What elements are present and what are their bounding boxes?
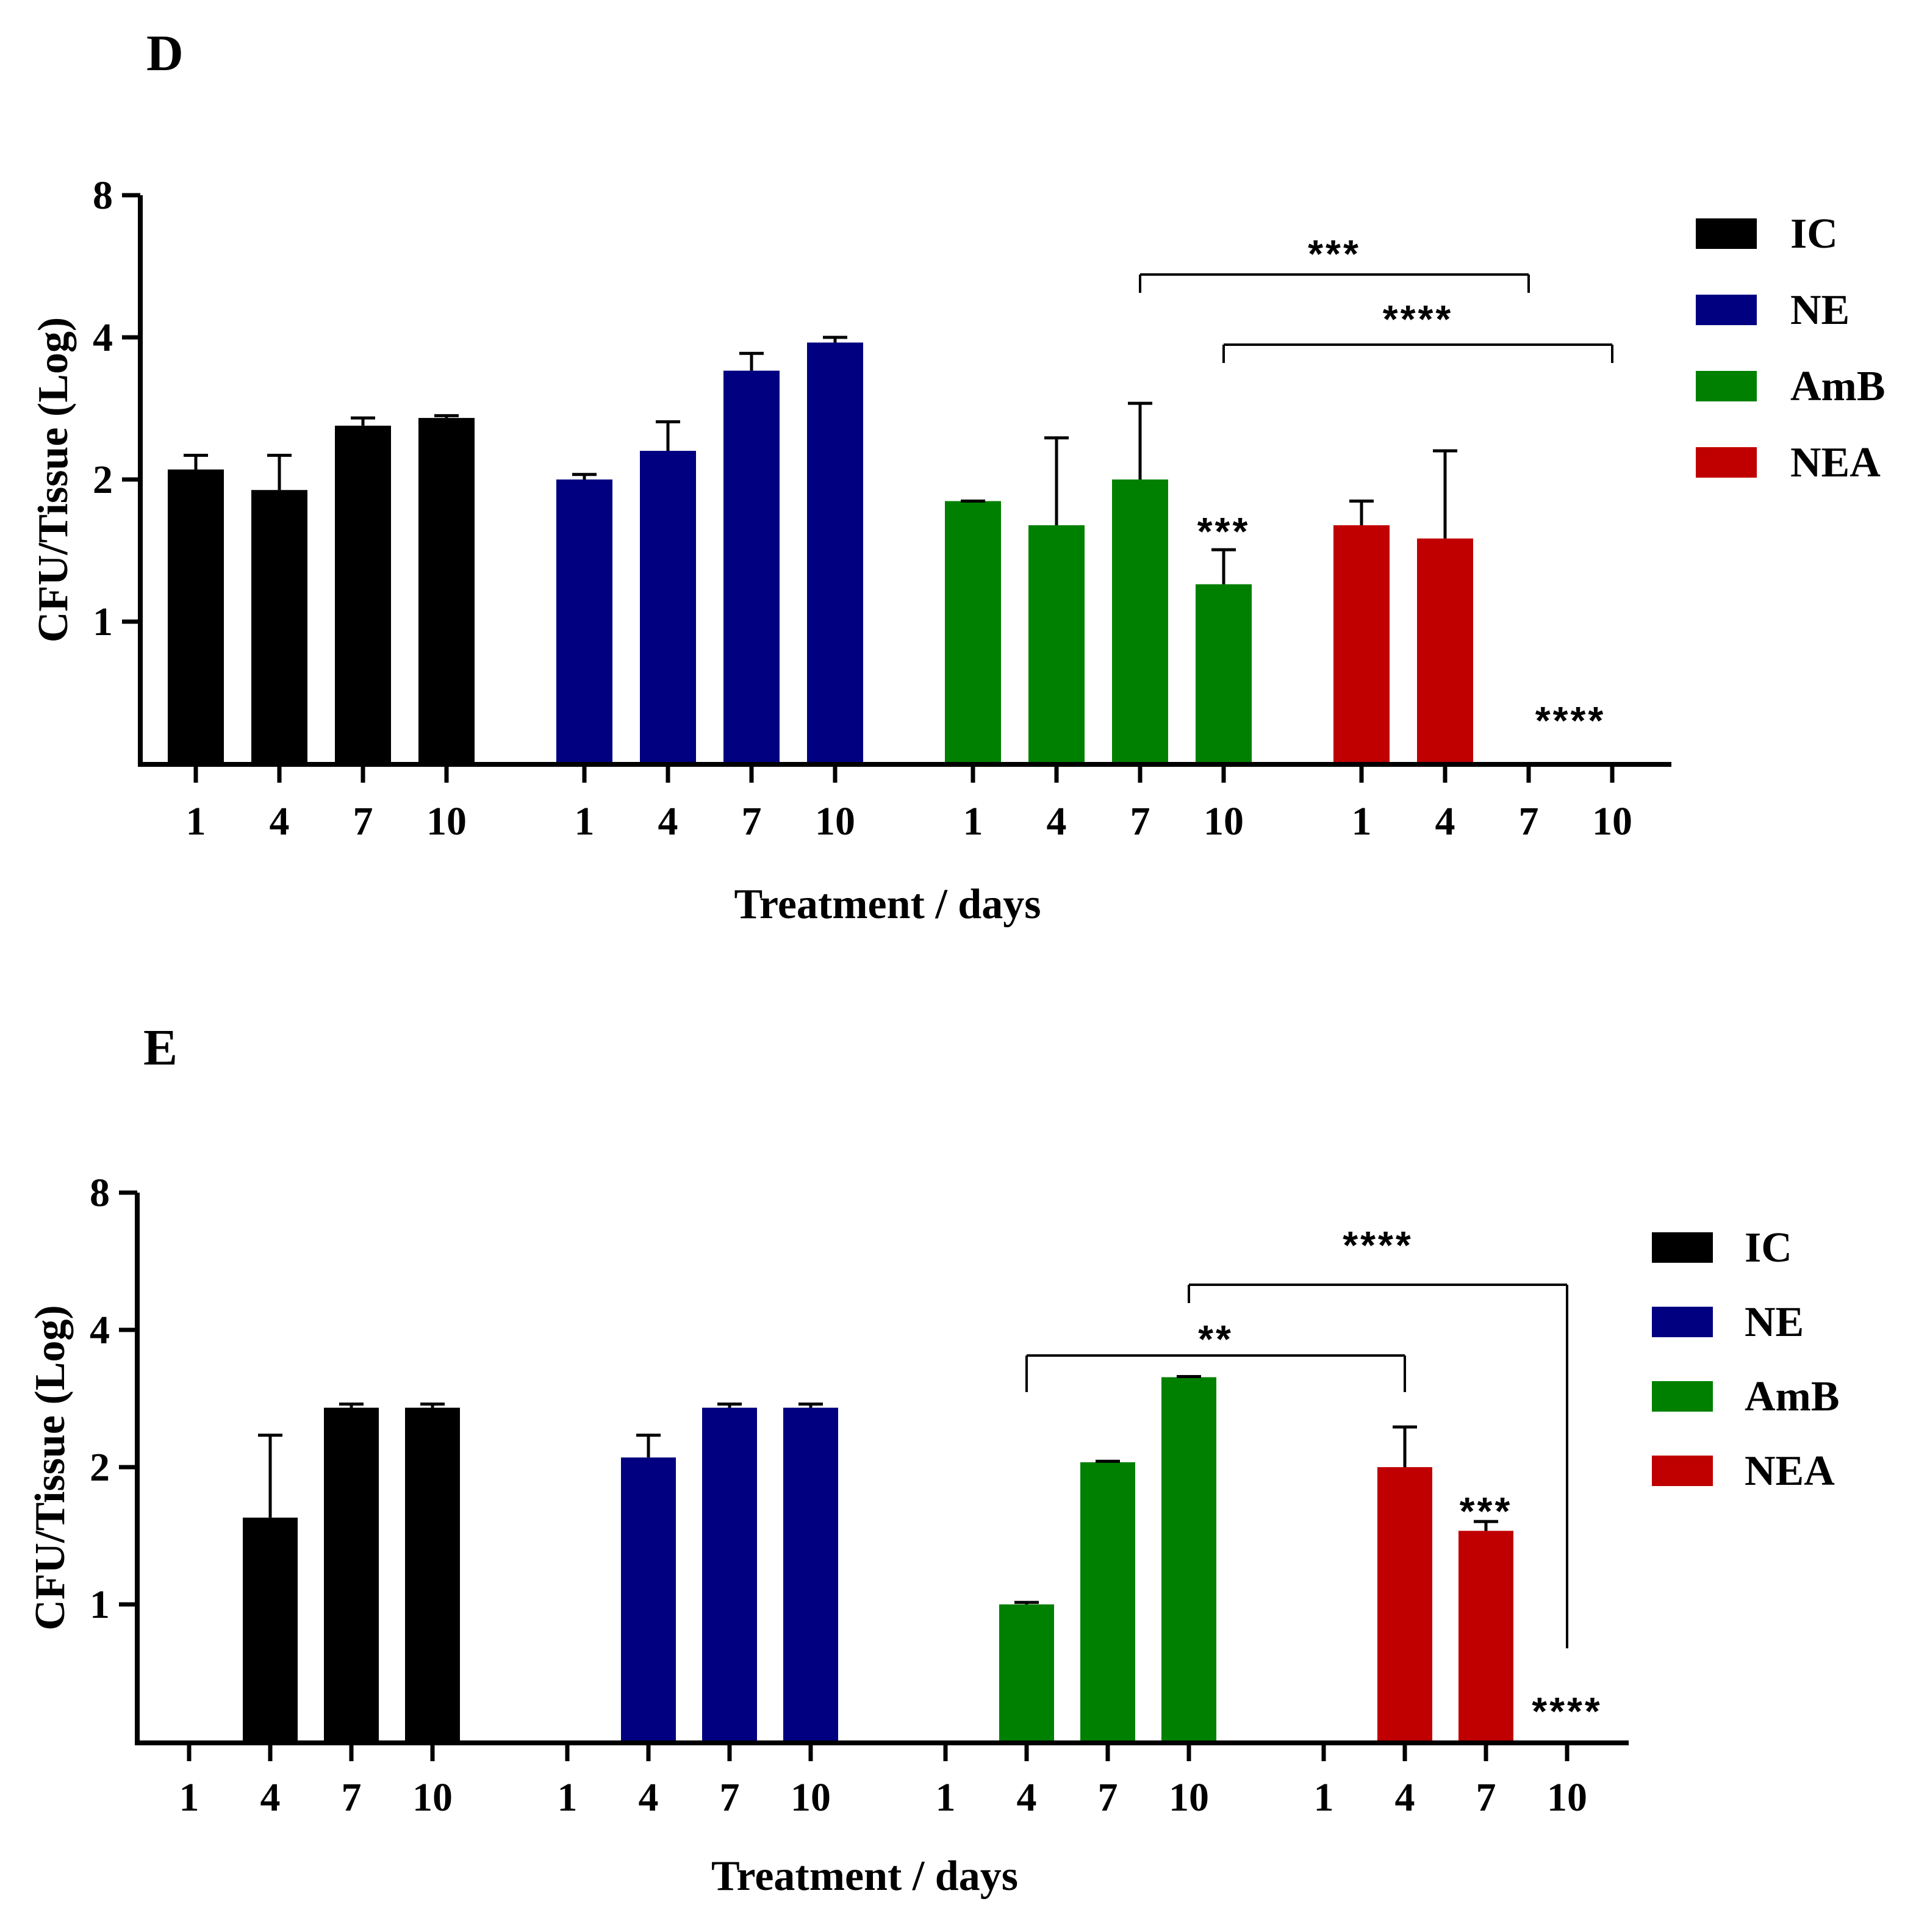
legend-swatch-ne: [1652, 1307, 1713, 1337]
legend-label-ic: IC: [1790, 210, 1838, 257]
x-tick-label: 10: [426, 799, 467, 844]
y-axis-title: CFU/Tissue (Log): [27, 1305, 74, 1630]
legend-label-amb: AmB: [1790, 363, 1886, 410]
significance-stars: ****: [1532, 1689, 1602, 1733]
panel-d: D 8 4 2 1 1 4 7 10 1 4 7 10 1 4 7 10 1 4 7 10 Treatment / day…: [30, 25, 1886, 928]
bar-amb-day-4: [999, 1604, 1054, 1743]
x-tick-label: 1: [186, 799, 206, 844]
legend-swatch-ic: [1652, 1232, 1713, 1263]
legend-label-nea: NEA: [1790, 439, 1881, 486]
x-tick-label: 1: [1352, 799, 1372, 844]
bar-amb-day-7: [1112, 479, 1168, 764]
bar-ic-day-7: [324, 1407, 379, 1743]
bar-ne-day-4: [621, 1457, 676, 1743]
bar-nea-day-1: [1333, 525, 1390, 764]
bar-amb-day-4: [1028, 525, 1085, 764]
x-tick-label: 7: [1098, 1775, 1118, 1820]
bar-amb-day-10: [1161, 1377, 1216, 1743]
legend-label-ic: IC: [1745, 1224, 1792, 1271]
x-tick-label: 4: [260, 1775, 281, 1820]
significance-stars: ***: [1197, 509, 1250, 553]
legend-label-ne: NE: [1790, 287, 1850, 334]
x-tick-label: 10: [815, 799, 855, 844]
legend-swatch-nea: [1696, 447, 1757, 478]
x-tick-label: 7: [742, 799, 762, 844]
x-tick-label: 4: [1435, 799, 1455, 844]
x-tick-label: 10: [412, 1775, 453, 1820]
bar-nea-day-4: [1377, 1467, 1432, 1743]
x-tick-label: 4: [639, 1775, 659, 1820]
y-axis-title: CFU/Tissue (Log): [30, 317, 77, 642]
bar-ic-day-10: [405, 1407, 460, 1743]
x-tick-label: 1: [575, 799, 595, 844]
x-tick-label: 7: [1130, 799, 1150, 844]
x-axis-title: Treatment / days: [711, 1853, 1018, 1900]
x-tick-label: 7: [1476, 1775, 1496, 1820]
legend-swatch-nea: [1652, 1456, 1713, 1486]
significance-stars: ****: [1383, 297, 1454, 341]
bar-ic-day-4: [243, 1517, 298, 1743]
bar-ne-day-4: [640, 451, 696, 764]
bar-amb-day-1: [945, 501, 1001, 764]
x-axis-title: Treatment / days: [734, 881, 1041, 928]
legend-swatch-ne: [1696, 295, 1757, 325]
x-tick-label: 10: [791, 1775, 831, 1820]
bar-ic-day-1: [168, 469, 224, 764]
x-tick-label: 4: [1395, 1775, 1415, 1820]
x-tick-label: 10: [1204, 799, 1244, 844]
x-tick-label: 1: [936, 1775, 956, 1820]
bar-nea-day-4: [1417, 538, 1473, 764]
x-tick-label: 1: [1314, 1775, 1334, 1820]
y-tick-label: 4: [93, 315, 113, 360]
x-tick-label: 1: [179, 1775, 199, 1820]
bar-ne-day-7: [723, 370, 780, 764]
significance-stars: ***: [1460, 1489, 1513, 1533]
bar-ne-day-1: [556, 479, 612, 764]
bar-ic-day-7: [335, 425, 391, 764]
bar-ne-day-7: [702, 1407, 757, 1743]
significance-stars: ****: [1535, 698, 1606, 742]
significance-stars: **: [1198, 1317, 1233, 1361]
legend-label-amb: AmB: [1745, 1373, 1840, 1420]
x-tick-label: 4: [1017, 1775, 1037, 1820]
x-tick-label: 1: [558, 1775, 578, 1820]
y-tick-label: 2: [93, 458, 113, 502]
bar-ic-day-10: [418, 418, 475, 764]
bar-amb-day-7: [1080, 1462, 1135, 1743]
bar-ne-day-10: [807, 342, 863, 764]
x-tick-label: 10: [1592, 799, 1632, 844]
x-tick-label: 4: [658, 799, 678, 844]
x-tick-label: 7: [342, 1775, 362, 1820]
legend-swatch-amb: [1696, 371, 1757, 401]
panel-letter: E: [143, 1019, 178, 1076]
x-tick-label: 4: [1047, 799, 1067, 844]
legend-label-ne: NE: [1745, 1299, 1804, 1346]
x-tick-label: 1: [963, 799, 983, 844]
panel-letter: D: [146, 25, 184, 82]
x-tick-label: 7: [720, 1775, 740, 1820]
panel-e: E 8 4 2 1 1 4 7 10 1 4 7 10 1 4 7 10 1 4 7 10 Treatment / day…: [27, 1019, 1840, 1900]
bar-ne-day-10: [783, 1407, 838, 1743]
significance-stars: ****: [1343, 1223, 1413, 1267]
y-tick-label: 2: [90, 1445, 110, 1490]
x-tick-label: 7: [1519, 799, 1539, 844]
significance-stars: ***: [1308, 232, 1361, 276]
x-tick-label: 10: [1169, 1775, 1209, 1820]
y-tick-label: 8: [90, 1171, 110, 1215]
legend-swatch-amb: [1652, 1381, 1713, 1412]
x-tick-label: 10: [1547, 1775, 1587, 1820]
y-tick-label: 4: [90, 1308, 110, 1352]
y-tick-label: 1: [90, 1582, 110, 1627]
y-tick-label: 8: [93, 173, 113, 218]
legend-swatch-ic: [1696, 218, 1757, 249]
bar-ic-day-4: [251, 490, 307, 764]
bar-amb-day-10: [1196, 584, 1252, 764]
y-tick-label: 1: [93, 600, 113, 644]
x-tick-label: 4: [270, 799, 290, 844]
legend-label-nea: NEA: [1745, 1448, 1835, 1495]
bar-nea-day-7: [1459, 1531, 1513, 1743]
x-tick-label: 7: [353, 799, 373, 844]
